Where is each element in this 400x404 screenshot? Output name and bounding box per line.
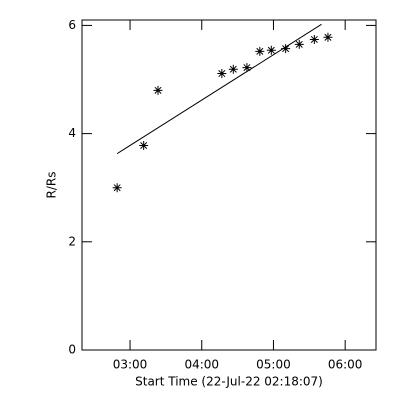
asterisk-marker: [266, 45, 276, 55]
x-tick-label: 06:00: [328, 358, 363, 372]
x-tick-label: 03:00: [113, 358, 148, 372]
y-tick-label: 0: [68, 343, 76, 357]
y-tick-label: 4: [68, 126, 76, 140]
asterisk-marker: [242, 63, 252, 73]
asterisk-marker: [281, 44, 291, 54]
asterisk-marker: [323, 32, 333, 42]
y-tick-label: 2: [68, 234, 76, 248]
asterisk-marker: [294, 39, 304, 49]
y-tick-label: 6: [68, 18, 76, 32]
asterisk-marker: [217, 69, 227, 79]
asterisk-marker: [153, 85, 163, 95]
x-axis-label: Start Time (22-Jul-22 02:18:07): [135, 375, 323, 389]
x-tick-label: 05:00: [256, 358, 291, 372]
x-tick-label: 04:00: [184, 358, 219, 372]
fit-line: [116, 23, 322, 155]
asterisk-marker: [139, 141, 149, 151]
asterisk-marker: [112, 183, 122, 193]
asterisk-marker: [255, 46, 265, 56]
asterisk-marker: [228, 64, 238, 74]
y-axis-label: R/Rs: [45, 172, 59, 199]
asterisk-marker: [309, 34, 319, 44]
plot-frame: [81, 19, 377, 351]
